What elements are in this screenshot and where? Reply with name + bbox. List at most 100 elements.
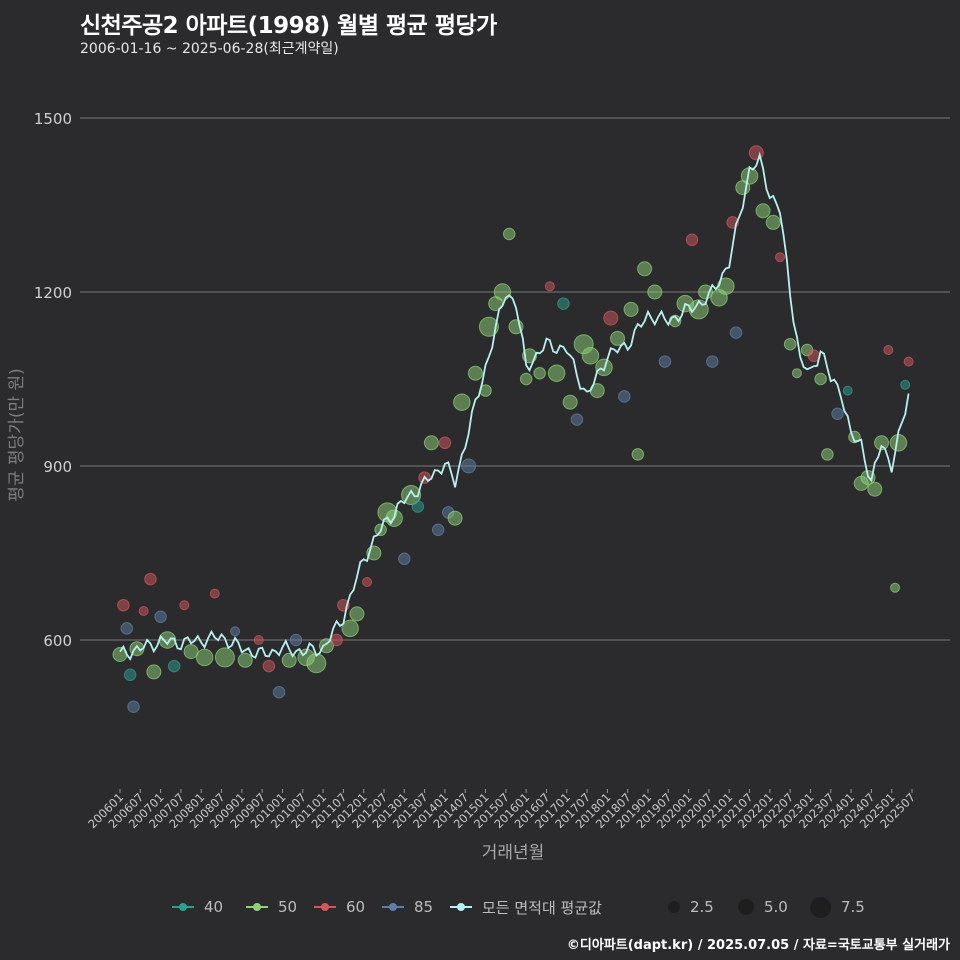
scatter-point [610,330,626,346]
scatter-point [431,523,445,537]
legend-size-label: 5.0 [764,898,788,916]
scatter-point [791,368,802,379]
scatter-point [146,664,162,680]
scatter-point [127,700,140,713]
scatter-point [209,588,220,599]
chart-title: 신천주공2 아파트(1998) 월별 평균 평당가 [80,13,497,39]
scatter-point [461,458,477,474]
legend-item-40: 40 [172,895,223,919]
scatter-point [289,633,303,647]
scatter-point [755,203,771,219]
scatter-point [783,337,797,351]
scatter-point [570,413,584,426]
legend-label: 40 [204,898,224,916]
scatter-point [349,606,365,622]
scatter-point [765,214,781,230]
legend-size-medium: 5.0 [738,895,788,919]
scatter-point [262,659,276,673]
scatter-point [467,365,483,381]
y-tick-label: 1500 [34,110,72,128]
scatter-point [775,252,785,263]
legend-size-label: 7.5 [841,898,865,916]
scatter-point [398,552,411,566]
scatter-point [867,481,883,497]
scatter-point [195,648,214,667]
scatter-point [123,668,137,682]
scatter-point [362,577,373,587]
scatter-point [581,347,600,365]
y-tick-label: 1200 [34,284,72,302]
legend-item-average: 모든 면적대 평균값 [450,895,602,919]
scatter-point [447,510,463,526]
legend-size-small: 2.5 [666,895,714,919]
legend-item-85: 85 [382,895,433,919]
scatter-point [874,435,890,451]
scatter-point [658,355,672,368]
scatter-point [900,379,911,390]
y-tick-label: 600 [43,632,72,650]
scatter-point [478,316,499,337]
legend-label: 60 [346,898,366,916]
x-axis-label: 거래년월 [482,843,545,863]
scatter-point [237,652,253,668]
scatter-point [903,356,914,367]
legend-size-label: 2.5 [690,898,714,916]
scatter-point [167,659,181,673]
scatter-point [729,326,743,339]
y-axis-label: 평균 평당가(만 원) [7,368,27,502]
average-line-path [119,151,910,661]
grid [80,117,950,641]
scatter-point [821,448,834,461]
scatter-point [618,390,631,403]
scatter-point [230,626,241,637]
scatter-point [831,407,844,421]
scatter-point [158,631,177,649]
scatter-point [411,500,425,513]
scatter-point [502,227,516,241]
scatter-point [557,297,570,310]
legend-size-large: 7.5 [810,895,865,919]
scatter-point [814,372,827,386]
scatter-point [883,345,894,355]
x-axis: 2006012006072007012007072008012008072009… [85,789,918,831]
scatter-point [890,582,901,593]
scatter-point [144,572,157,586]
scatter-point [544,281,555,292]
legend-label: 85 [414,898,434,916]
scatter-point [330,633,343,647]
scatter-point [637,261,653,277]
scatter-point [453,393,471,411]
scatter-point [272,685,286,699]
scatter-point [438,436,452,450]
scatter-point [631,448,645,461]
scatter-point [623,301,639,317]
legend-label: 모든 면적대 평균값 [482,898,602,917]
scatter-point [533,366,546,380]
y-axis: 600 900 1200 1500 [34,110,72,650]
chart-subtitle: 2006-01-16 ~ 2025-06-28(최근계약일) [80,41,339,57]
scatter-point [253,635,264,645]
scatter-point [138,606,149,616]
scatter-point [179,600,190,611]
y-tick-label: 900 [43,458,72,476]
scatter-point [318,638,334,654]
scatter-point [117,598,130,612]
scatter-point [706,355,719,368]
legend-item-60: 60 [314,895,365,919]
scatter-point [341,619,359,638]
scatter-point [519,372,533,386]
average-line [119,151,910,661]
scatter-point [423,435,439,451]
legend-label: 50 [278,898,298,916]
legend-item-50: 50 [246,895,297,919]
footer-credit: ©디아파트(dapt.kr) / 2025.07.05 / 자료=국토교통부 실… [566,938,950,953]
scatter-point [154,610,167,624]
scatter-point [647,284,663,300]
legend: 40 50 60 85 모든 면적대 평균값 2.5 5.0 7.5 [0,895,960,919]
scatter-point [562,394,578,410]
scatter-point [603,310,619,326]
scatter-point [685,233,699,247]
scatter-points [112,145,914,713]
scatter-point [842,385,853,396]
